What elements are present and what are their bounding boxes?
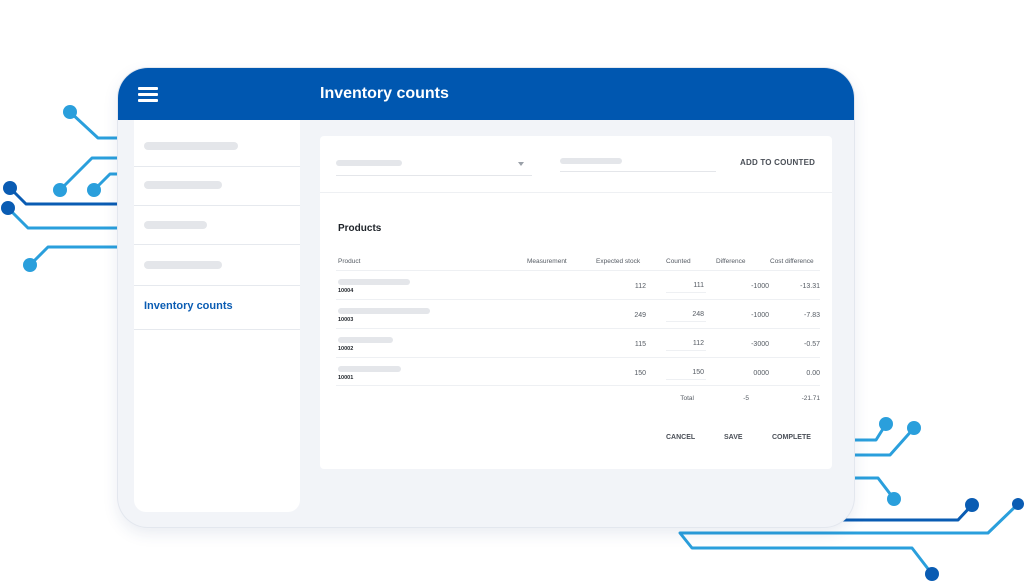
sidebar: Inventory counts <box>134 120 300 512</box>
column-header-cost-difference: Cost difference <box>770 258 814 265</box>
counted-value: 112 <box>692 340 704 347</box>
column-header-counted: Counted <box>666 258 691 265</box>
sidebar-item-placeholder <box>144 142 238 150</box>
column-header-expected-stock: Expected stock <box>596 258 641 265</box>
app-header: Inventory counts <box>118 68 854 120</box>
product-id: 10001 <box>338 375 354 381</box>
filter-bar: ADD TO COUNTED <box>320 136 832 193</box>
cost-difference-cell: 0.00 <box>806 370 820 377</box>
counted-value: 248 <box>692 311 704 318</box>
product-name-placeholder <box>338 337 393 343</box>
sidebar-item-2[interactable] <box>134 167 300 206</box>
total-difference: -5 <box>743 395 749 402</box>
cost-difference-cell: -13.31 <box>800 283 820 290</box>
cost-difference-cell: -0.57 <box>804 341 820 348</box>
complete-button[interactable]: COMPLETE <box>772 434 811 441</box>
product-name-placeholder <box>338 308 430 314</box>
difference-cell: 0000 <box>753 370 769 377</box>
product-name-placeholder <box>338 366 401 372</box>
product-id: 10003 <box>338 317 354 323</box>
product-search-input[interactable] <box>560 157 716 172</box>
difference-cell: -3000 <box>751 341 769 348</box>
sidebar-item-placeholder <box>144 221 207 229</box>
expected-stock-cell: 249 <box>634 312 646 319</box>
counted-value: 150 <box>692 369 704 376</box>
expected-stock-cell: 115 <box>634 341 646 348</box>
column-header-difference: Difference <box>716 258 746 265</box>
counted-input[interactable]: 112 <box>666 338 706 351</box>
app-window: Inventory counts Inventory counts AD <box>118 68 854 527</box>
chevron-down-icon <box>518 162 524 166</box>
counted-input[interactable]: 150 <box>666 367 706 380</box>
product-id: 10004 <box>338 288 354 294</box>
sidebar-item-placeholder <box>144 261 222 269</box>
sidebar-item-placeholder <box>144 181 222 189</box>
sidebar-item-1[interactable] <box>134 120 300 167</box>
inventory-count-card: ADD TO COUNTED Products Product Measurem… <box>320 136 832 469</box>
sidebar-item-label: Inventory counts <box>144 300 233 312</box>
total-cost-difference: -21.71 <box>801 395 820 402</box>
expected-stock-cell: 112 <box>634 283 646 290</box>
add-to-counted-button[interactable]: ADD TO COUNTED <box>740 158 816 167</box>
total-label: Total <box>680 395 694 402</box>
page-title: Inventory counts <box>320 85 449 102</box>
table-row[interactable]: 10003 249 248 -1000 -7.83 <box>336 299 820 328</box>
product-id: 10002 <box>338 346 354 352</box>
column-header-product: Product <box>338 258 361 265</box>
cancel-button[interactable]: CANCEL <box>666 434 696 441</box>
counted-input[interactable]: 248 <box>666 309 706 322</box>
counted-input[interactable]: 111 <box>666 280 706 293</box>
counted-value: 111 <box>693 282 704 289</box>
location-select[interactable] <box>336 157 532 176</box>
difference-cell: -1000 <box>751 283 769 290</box>
select-placeholder <box>336 160 402 166</box>
cost-difference-cell: -7.83 <box>804 312 820 319</box>
sidebar-item-3[interactable] <box>134 206 300 245</box>
hamburger-menu-icon[interactable] <box>138 87 158 103</box>
table-row[interactable]: 10001 150 150 0000 0.00 <box>336 357 820 386</box>
table-row[interactable]: 10002 115 112 -3000 -0.57 <box>336 328 820 357</box>
save-button[interactable]: SAVE <box>724 434 743 441</box>
table-divider <box>336 385 820 386</box>
sidebar-item-inventory-counts[interactable]: Inventory counts <box>134 286 300 330</box>
table-row[interactable]: 10004 112 111 -1000 -13.31 <box>336 270 820 299</box>
difference-cell: -1000 <box>751 312 769 319</box>
input-placeholder <box>560 158 622 164</box>
section-title: Products <box>338 223 382 234</box>
expected-stock-cell: 150 <box>634 370 646 377</box>
product-name-placeholder <box>338 279 410 285</box>
sidebar-item-4[interactable] <box>134 245 300 286</box>
column-header-measurement: Measurement <box>527 258 567 265</box>
